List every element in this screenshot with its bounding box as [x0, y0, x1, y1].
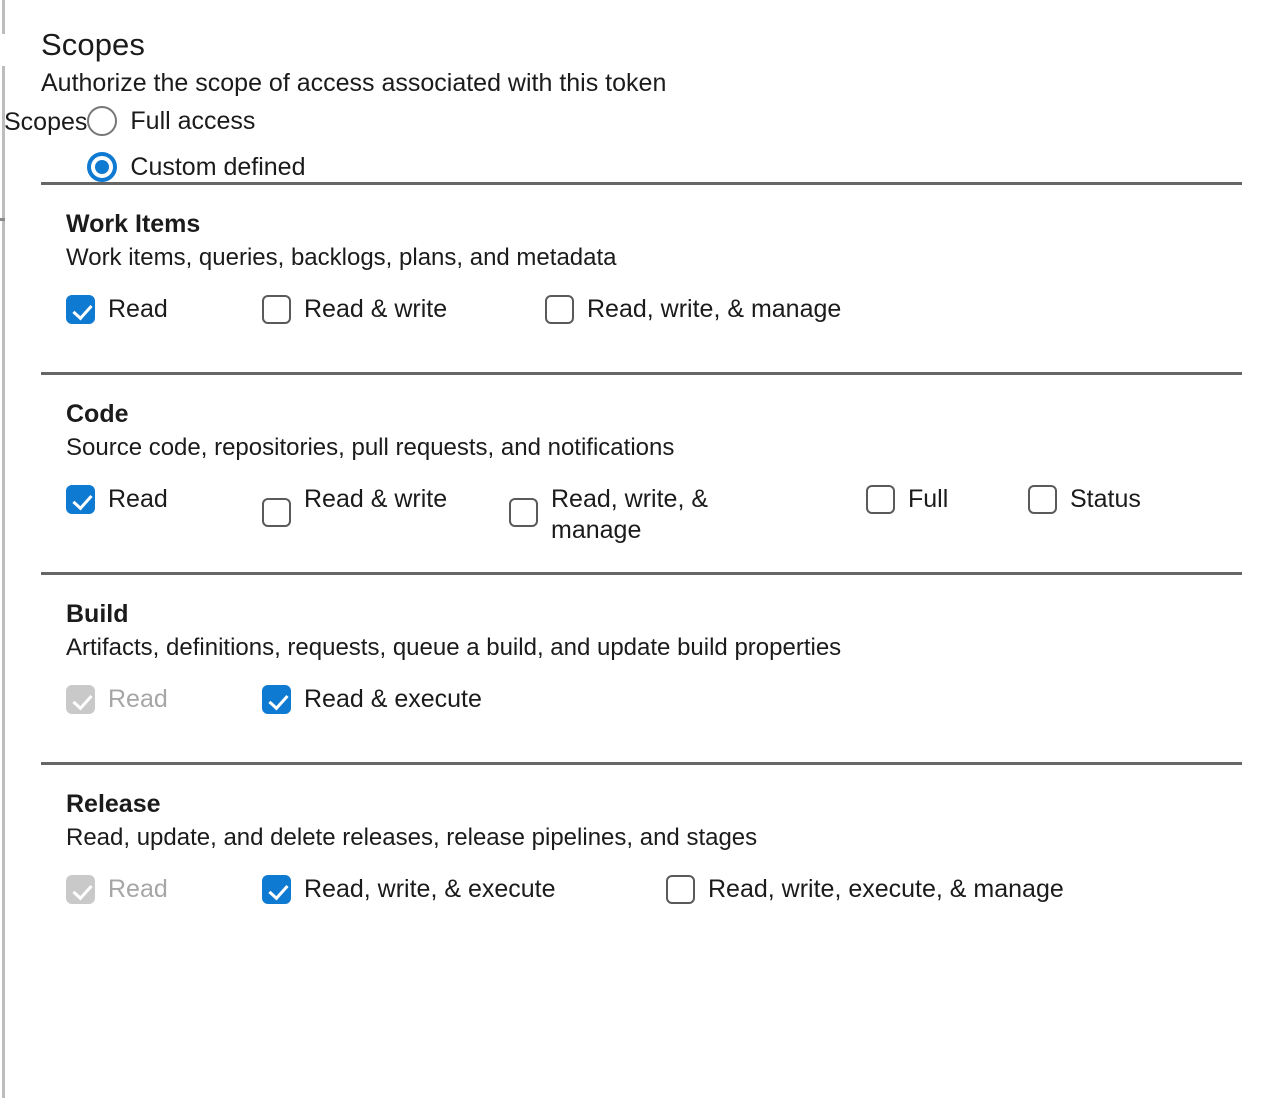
checkbox-unchecked-icon[interactable]	[666, 875, 695, 904]
section-description: Read, update, and delete releases, relea…	[66, 824, 758, 851]
section-divider	[41, 372, 1242, 375]
scope-checkbox-label: Status	[1070, 485, 1141, 513]
section-divider	[41, 572, 1242, 575]
scope-checkbox-label: Read, write, & manage	[551, 485, 709, 544]
scope-checkbox-option: Read	[66, 874, 168, 905]
radio-selected-icon[interactable]	[87, 152, 118, 182]
scope-checkbox-label: Read	[108, 295, 168, 323]
checkbox-unchecked-icon[interactable]	[545, 295, 574, 324]
scope-checkbox-label: Read & write	[304, 485, 448, 513]
scopes-radio-label: Full access	[130, 107, 256, 135]
checkbox-checked-icon[interactable]	[66, 485, 95, 514]
section-description: Source code, repositories, pull requests…	[66, 434, 675, 461]
scopes-radio-label: Custom defined	[130, 153, 306, 181]
scope-sections: Work Items Work items, queries, backlogs,…	[0, 182, 1282, 952]
section-title: Work Items	[66, 210, 201, 238]
scope-checkbox-label: Read	[108, 485, 168, 513]
radio-unselected-icon[interactable]	[87, 106, 118, 136]
scope-checkbox-option[interactable]: Read, write, & manage	[509, 484, 711, 546]
checkbox-unchecked-icon[interactable]	[866, 485, 895, 514]
scope-checkbox-label: Read & execute	[304, 685, 482, 713]
checkbox-checked-icon[interactable]	[66, 295, 95, 324]
scope-checkbox-option[interactable]: Full	[866, 484, 948, 515]
scope-checkbox-label: Read, write, & execute	[304, 875, 556, 903]
scopes-field-label: Scopes	[4, 108, 88, 136]
section-title: Build	[66, 600, 129, 628]
section-description: Artifacts, definitions, requests, queue …	[66, 634, 842, 661]
checkbox-checked-icon[interactable]	[262, 685, 291, 714]
scope-checkbox-option[interactable]: Read	[66, 294, 168, 325]
section-title: Code	[66, 400, 129, 428]
scope-section: Release Read, update, and delete releases…	[0, 765, 1282, 952]
pane-left-border	[2, 0, 5, 1098]
scope-checkbox-option: Read	[66, 684, 168, 715]
scopes-radio-field: Scopes Full access Custom defined	[0, 102, 1282, 182]
scopes-page: Scopes Authorize the scope of access ass…	[0, 0, 1282, 952]
pane-left-border-gap	[2, 34, 5, 66]
scope-checkbox-label: Read	[108, 875, 168, 903]
scopes-radio-group: Full access Custom defined	[87, 102, 306, 182]
scope-option-row: Read Read, write, & execute Read, write, e…	[66, 874, 1282, 926]
scope-checkbox-option[interactable]: Status	[1028, 484, 1141, 515]
scopes-radio-option[interactable]: Custom defined	[87, 152, 306, 182]
scope-checkbox-label: Read	[108, 685, 168, 713]
scope-checkbox-label: Read, write, & manage	[587, 295, 842, 323]
scope-section: Build Artifacts, definitions, requests, q…	[0, 575, 1282, 762]
scopes-header: Scopes Authorize the scope of access ass…	[0, 0, 1282, 100]
checkbox-checked-disabled-icon	[66, 875, 95, 904]
scope-checkbox-option[interactable]: Read & write	[262, 294, 447, 325]
page-title: Scopes	[41, 27, 145, 62]
scope-checkbox-label: Read & write	[304, 295, 448, 323]
section-description: Work items, queries, backlogs, plans, an…	[66, 244, 617, 271]
scope-checkbox-option[interactable]: Read	[66, 484, 168, 515]
scope-section: Work Items Work items, queries, backlogs,…	[0, 185, 1282, 372]
scope-section: Code Source code, repositories, pull requ…	[0, 375, 1282, 572]
checkbox-checked-icon[interactable]	[262, 875, 291, 904]
checkbox-unchecked-icon[interactable]	[1028, 485, 1057, 514]
section-divider	[41, 182, 1242, 185]
checkbox-unchecked-icon[interactable]	[262, 498, 291, 527]
section-title: Release	[66, 790, 161, 818]
scope-checkbox-option[interactable]: Read, write, & manage	[545, 294, 841, 325]
scope-checkbox-label: Full	[908, 485, 949, 513]
section-divider	[41, 762, 1242, 765]
scopes-radio-option[interactable]: Full access	[87, 106, 305, 136]
scope-checkbox-option[interactable]: Read, write, & execute	[262, 874, 556, 905]
checkbox-checked-disabled-icon	[66, 685, 95, 714]
scope-checkbox-label: Read, write, execute, & manage	[708, 875, 1064, 903]
checkbox-unchecked-icon[interactable]	[262, 295, 291, 324]
pane-left-border-tick	[0, 218, 5, 221]
checkbox-unchecked-icon[interactable]	[509, 498, 538, 527]
scope-option-row: Read Read & execute	[66, 684, 1282, 736]
scope-checkbox-option[interactable]: Read, write, execute, & manage	[666, 874, 1064, 905]
scope-option-row: Read Read & write Read, write, & manage	[66, 294, 1282, 346]
scope-checkbox-option[interactable]: Read & execute	[262, 684, 482, 715]
page-subtitle: Authorize the scope of access associated…	[41, 69, 667, 97]
scope-checkbox-option[interactable]: Read & write	[262, 484, 464, 527]
scope-option-row: Read Read & write Read, write, & manage Ful…	[66, 484, 1282, 546]
